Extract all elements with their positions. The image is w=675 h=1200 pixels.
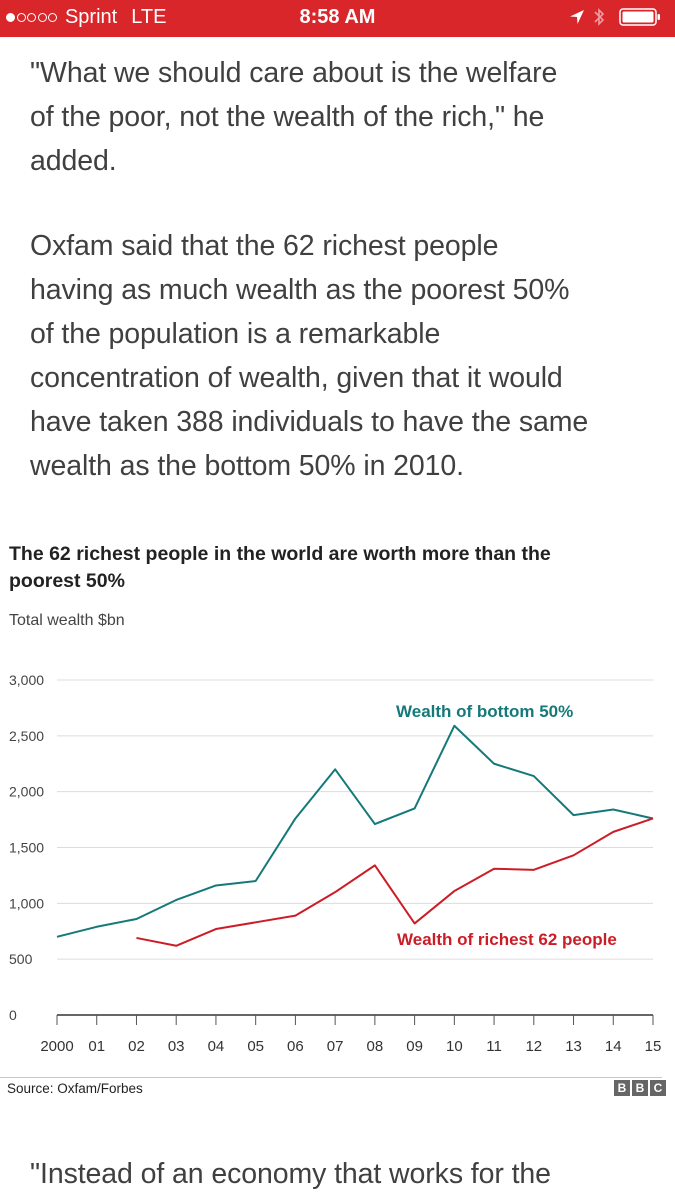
series-line-bottom-50 [56,724,654,938]
text-line: Oxfam said that the 62 richest people [30,230,499,262]
signal-strength-icon [6,13,59,22]
x-tick-label: 10 [446,1038,463,1055]
y-tick-label: 500 [9,951,33,967]
x-tick-label: 01 [88,1038,105,1055]
source-divider [0,1077,662,1078]
text-line: "Instead of an economy that works for th… [30,1158,551,1190]
carrier-name: Sprint [64,6,118,28]
text-line: of the population is a remarkable [30,318,441,350]
chart-source: Source: Oxfam/Forbes [7,1081,143,1096]
text-line: wealth as the bottom 50% in 2010. [30,450,464,482]
y-tick-label: 2,000 [9,784,44,800]
x-tick-label: 14 [605,1038,622,1055]
series-label-richest-62: Wealth of richest 62 people [397,930,617,949]
text-line: concentration of wealth, given that it w… [30,362,563,394]
status-left: Sprint LTE [6,6,166,29]
article-paragraph-oxfam: Oxfam said that the 62 richest people ha… [30,224,655,488]
article-paragraph-quote: "What we should care about is the welfar… [30,51,655,183]
status-right [569,7,661,27]
logo-letter: B [614,1080,630,1096]
battery-icon [619,7,661,27]
x-tick-label: 08 [367,1038,384,1055]
bluetooth-icon [593,7,605,27]
chart-title: The 62 richest people in the world are w… [9,541,649,595]
series-line-richest-62 [136,817,654,947]
y-tick-label: 0 [9,1007,17,1023]
x-tick-label: 07 [327,1038,344,1055]
status-bar: Sprint LTE 8:58 AM [0,0,675,37]
article-paragraph-next: "Instead of an economy that works for th… [30,1152,655,1196]
logo-letter: B [632,1080,648,1096]
chart-subtitle: Total wealth $bn [9,612,125,629]
text-line: having as much wealth as the poorest 50% [30,274,570,306]
x-tick-label: 04 [208,1038,225,1055]
x-tick-label: 03 [168,1038,185,1055]
x-tick-label: 15 [645,1038,662,1055]
text-line: "What we should care about is the welfar… [30,57,558,89]
y-tick-label: 1,000 [9,895,44,911]
x-tick-label: 13 [565,1038,582,1055]
x-tick-label: 11 [486,1038,502,1055]
y-tick-label: 1,500 [9,840,44,856]
status-time: 8:58 AM [299,6,376,28]
text-line: added. [30,145,117,177]
x-tick-label: 05 [247,1038,264,1055]
x-tick-label: 02 [128,1038,145,1055]
text-line: have taken 388 individuals to have the s… [30,406,589,438]
y-tick-label: 2,500 [9,728,44,744]
bbc-logo: B B C [612,1080,666,1096]
series-label-bottom-50: Wealth of bottom 50% [396,702,573,721]
location-arrow-icon [569,9,585,25]
text-line: of the poor, not the wealth of the rich,… [30,101,545,133]
chart-title-line: The 62 richest people in the world are w… [9,543,551,565]
x-tick-label: 06 [287,1038,304,1055]
logo-letter: C [650,1080,666,1096]
x-tick-label: 2000 [40,1038,73,1055]
wealth-line-chart: 0 500 1,000 1,500 2,000 2,500 3,000 2000 01 02 03 0… [9,672,662,1055]
network-type: LTE [131,6,167,28]
x-tick-label: 09 [406,1038,423,1055]
chart-title-line: poorest 50% [9,570,125,592]
x-tick-label: 12 [525,1038,542,1055]
y-tick-label: 3,000 [9,672,44,688]
